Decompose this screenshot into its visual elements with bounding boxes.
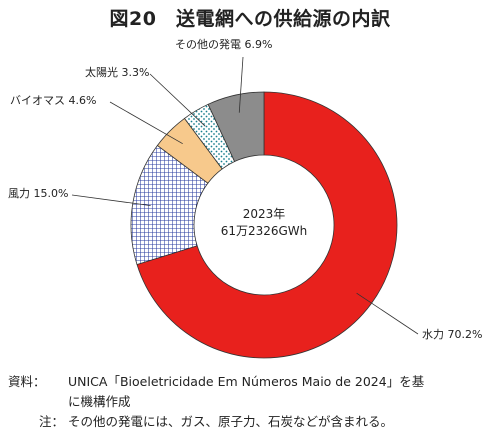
source-text: UNICA「Bioeletricidade Em Números Maio de… xyxy=(68,374,425,389)
slice-label-2: バイオマス 4.6% xyxy=(10,94,96,107)
source-text-cont: に機構作成 xyxy=(68,394,131,409)
donut-chart: 水力 70.2% 風力 15.0% バイオマス 4.6% 太陽光 3.3% その他の発電… xyxy=(8,37,482,359)
slice-4 xyxy=(207,91,265,163)
note-key: 注： xyxy=(38,414,64,429)
center-label-year: 2023年 xyxy=(243,207,286,221)
chart-title: 図20 送電網への供給源の内訳 xyxy=(109,8,391,30)
leader-line-4 xyxy=(238,56,244,113)
source-key: 資料： xyxy=(8,374,46,389)
slice-label-3: 太陽光 3.3% xyxy=(85,65,149,79)
slice-label-1: 風力 15.0% xyxy=(8,187,68,200)
notes: 資料： UNICA「Bioeletricidade Em Números Mai… xyxy=(8,372,496,432)
slice-label-0: 水力 70.2% xyxy=(422,328,482,341)
slice-label-4: その他の発電 6.9% xyxy=(175,37,272,51)
note-text: その他の発電には、ガス、原子力、石炭などが含まれる。 xyxy=(68,414,394,429)
slice-0 xyxy=(136,91,398,359)
leader-line-1 xyxy=(71,194,151,206)
center-label-total: 61万2326GWh xyxy=(221,224,308,238)
leader-line-3 xyxy=(149,73,206,127)
leader-line-0 xyxy=(356,292,419,335)
leader-line-2 xyxy=(109,101,183,145)
